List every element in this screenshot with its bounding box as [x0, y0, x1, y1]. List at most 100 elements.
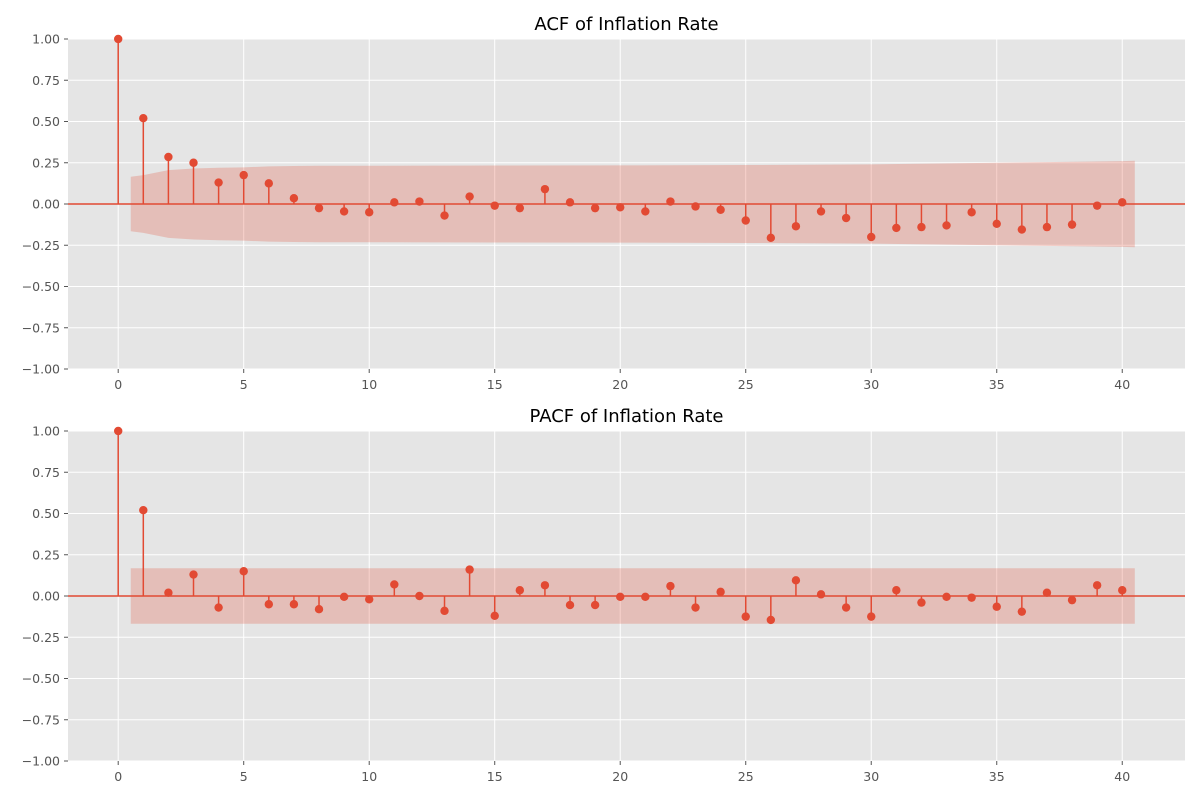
pacf-point-lag-24 [716, 587, 725, 597]
pacf-point-lag-38 [1067, 595, 1077, 605]
pacf-ytick-label: 0.00 [32, 589, 60, 604]
acf-point-lag-5 [239, 170, 248, 180]
acf-panel: −1.00 −0.75 −0.50 −0.25 0.00 0.25 0.50 0.75 1.00… [22, 14, 1185, 392]
pacf-point-lag-11 [390, 580, 399, 589]
acf-point-lag-15 [490, 201, 499, 210]
pacf-ytick-label: 0.50 [32, 506, 60, 521]
pacf-point-lag-4 [214, 603, 223, 612]
pacf-xtick-label: 20 [612, 769, 628, 784]
pacf-point-lag-26 [766, 615, 776, 625]
acf-point-lag-29 [841, 213, 851, 223]
acf-point-lag-32 [917, 222, 926, 232]
acf-point-lag-24 [716, 205, 725, 214]
acf-xtick-label: 5 [240, 377, 248, 392]
pacf-point-lag-9 [339, 592, 349, 602]
pacf-point-lag-1 [139, 506, 148, 515]
pacf-ytick-label: −0.50 [22, 671, 60, 686]
acf-ytick-label: 0.25 [32, 155, 60, 170]
pacf-ytick-label: −0.25 [22, 630, 60, 645]
acf-xtick-label: 20 [612, 377, 628, 392]
acf-point-lag-36 [1017, 225, 1027, 234]
pacf-point-lag-29 [841, 603, 851, 612]
acf-point-lag-11 [390, 198, 399, 207]
acf-point-lag-0 [114, 34, 123, 44]
pacf-point-lag-10 [365, 595, 374, 604]
acf-point-lag-26 [766, 233, 776, 243]
pacf-point-lag-40 [1118, 586, 1127, 595]
acf-xtick-label: 30 [863, 377, 879, 392]
acf-ytick-label: −0.25 [22, 238, 60, 253]
acf-point-lag-37 [1042, 222, 1052, 232]
acf-point-lag-20 [616, 203, 625, 212]
acf-point-lag-34 [967, 208, 976, 217]
acf-point-lag-38 [1067, 220, 1077, 229]
acf-point-lag-25 [741, 216, 750, 225]
acf-point-lag-21 [641, 207, 650, 216]
pacf-point-lag-22 [666, 581, 675, 591]
pacf-ytick-label: 1.00 [32, 424, 60, 439]
acf-point-lag-10 [365, 208, 374, 217]
acf-xtick-label: 0 [114, 377, 122, 392]
acf-point-lag-19 [590, 203, 600, 213]
pacf-point-lag-8 [314, 605, 324, 614]
acf-ytick-label: −1.00 [22, 362, 60, 377]
acf-chart-title: ACF of Inflation Rate [534, 14, 718, 35]
pacf-ytick-label: 0.25 [32, 547, 60, 562]
acf-xtick-label: 10 [361, 377, 377, 392]
pacf-point-lag-3 [189, 570, 198, 579]
acf-ytick-label: 0.75 [32, 73, 60, 88]
pacf-point-lag-7 [289, 600, 299, 609]
pacf-point-lag-18 [565, 600, 575, 610]
pacf-point-lag-17 [540, 581, 550, 590]
acf-point-lag-9 [339, 207, 349, 216]
pacf-panel: −1.00 −0.75 −0.50 −0.25 0.00 0.25 0.50 0.75 1.00… [22, 406, 1185, 784]
pacf-point-lag-20 [616, 592, 625, 602]
acf-point-lag-17 [540, 184, 550, 194]
acf-point-lag-1 [139, 114, 148, 123]
pacf-ytick-label: 0.75 [32, 465, 60, 480]
pacf-point-lag-30 [867, 612, 876, 621]
pacf-point-lag-39 [1092, 581, 1102, 590]
acf-ytick-label: −0.75 [22, 320, 60, 335]
acf-ytick-label: −0.50 [22, 279, 60, 294]
acf-point-lag-28 [816, 207, 826, 216]
acf-xtick-label: 15 [487, 377, 503, 392]
acf-ytick-label: 0.50 [32, 114, 60, 129]
pacf-point-lag-23 [691, 603, 700, 612]
acf-point-lag-33 [942, 221, 951, 230]
pacf-xtick-label: 15 [487, 769, 503, 784]
pacf-point-lag-0 [114, 426, 123, 436]
pacf-point-lag-27 [791, 576, 801, 585]
acf-point-lag-40 [1118, 198, 1127, 207]
pacf-point-lag-36 [1017, 607, 1027, 616]
acf-point-lag-13 [440, 211, 449, 220]
acf-point-lag-35 [992, 219, 1001, 228]
pacf-point-lag-32 [917, 598, 926, 607]
pacf-ytick-label: −1.00 [22, 754, 60, 769]
pacf-point-lag-16 [515, 586, 525, 595]
pacf-chart-title: PACF of Inflation Rate [530, 406, 724, 427]
acf-point-lag-16 [515, 203, 525, 213]
pacf-xtick-label: 25 [738, 769, 754, 784]
pacf-point-lag-37 [1042, 588, 1052, 597]
pacf-point-lag-12 [415, 591, 424, 601]
acf-point-lag-39 [1092, 201, 1102, 210]
pacf-point-lag-28 [816, 590, 826, 599]
pacf-point-lag-33 [942, 592, 951, 602]
pacf-point-lag-31 [892, 586, 901, 595]
pacf-point-lag-15 [490, 611, 499, 620]
acf-point-lag-6 [264, 179, 274, 188]
acf-point-lag-8 [314, 203, 324, 213]
pacf-point-lag-19 [590, 600, 600, 610]
acf-point-lag-4 [214, 178, 223, 187]
pacf-ytick-label: −0.75 [22, 712, 60, 727]
acf-point-lag-2 [164, 152, 173, 162]
acf-point-lag-31 [892, 223, 901, 233]
pacf-point-lag-6 [264, 600, 274, 609]
acf-ytick-label: 0.00 [32, 197, 60, 212]
acf-point-lag-3 [189, 158, 198, 167]
acf-point-lag-22 [666, 197, 675, 206]
pacf-xtick-label: 35 [989, 769, 1005, 784]
